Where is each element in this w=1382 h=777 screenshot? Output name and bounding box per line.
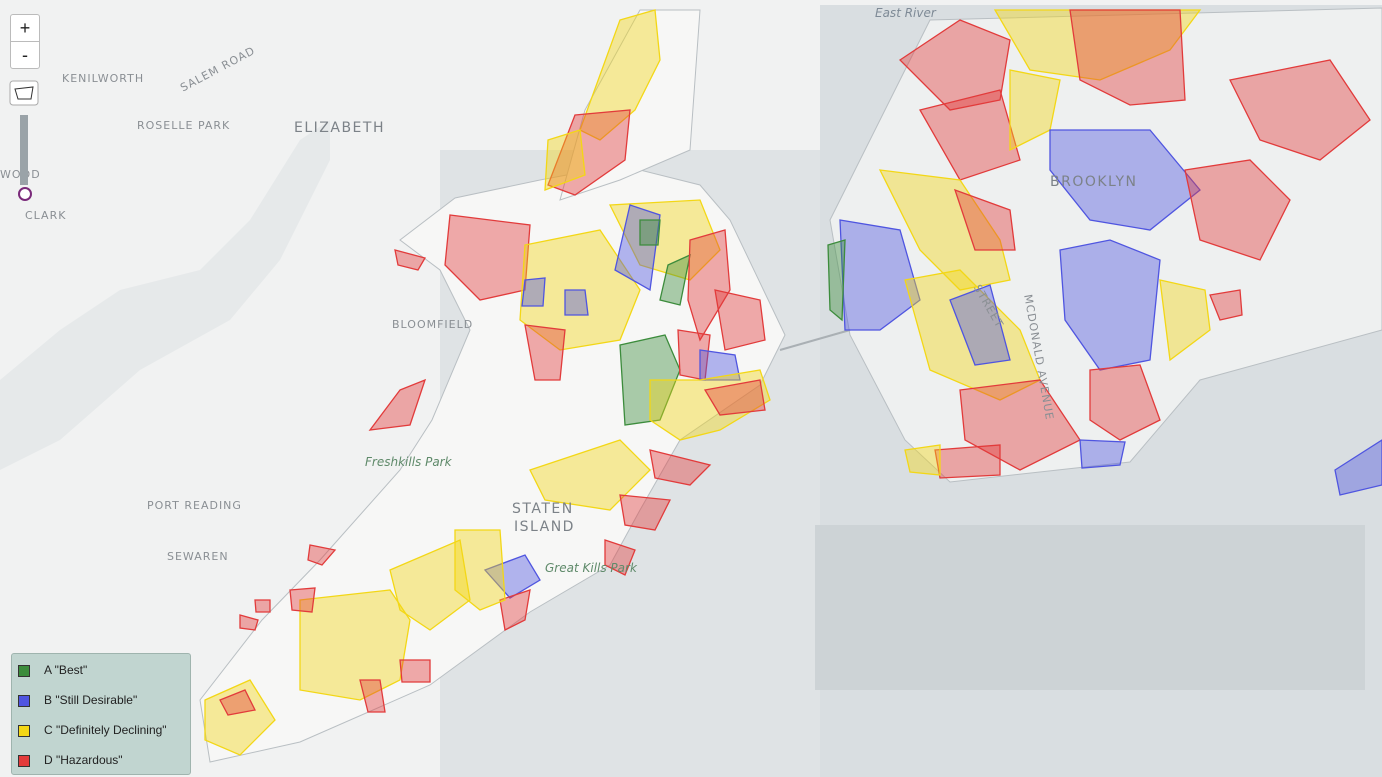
place-label: ROSELLE PARK bbox=[137, 119, 230, 132]
holc-zone[interactable] bbox=[389, 539, 471, 631]
holc-zone[interactable] bbox=[454, 529, 506, 611]
place-label: ISLAND bbox=[514, 519, 575, 535]
place-label: WOOD bbox=[0, 168, 41, 181]
legend-item: C "Definitely Declining" bbox=[18, 722, 167, 738]
holc-zone[interactable] bbox=[649, 369, 771, 441]
holc-zone[interactable] bbox=[254, 599, 271, 613]
holc-zone[interactable] bbox=[1184, 159, 1291, 261]
legend-swatch bbox=[18, 724, 30, 737]
water-label: East River bbox=[875, 6, 937, 20]
park-label: Freshkills Park bbox=[365, 455, 453, 469]
holc-zone[interactable] bbox=[239, 614, 259, 631]
holc-zone[interactable] bbox=[604, 539, 636, 576]
holc-zone[interactable] bbox=[1089, 364, 1161, 441]
holc-zone[interactable] bbox=[564, 289, 589, 316]
brooklyn bbox=[829, 7, 1382, 483]
holc-zone[interactable] bbox=[1079, 439, 1126, 469]
legend-swatch bbox=[18, 694, 30, 707]
place-label: SEWAREN bbox=[167, 550, 229, 563]
legend-item: D "Hazardous" bbox=[18, 752, 123, 768]
holc-zone[interactable] bbox=[289, 587, 316, 613]
holc-zone[interactable] bbox=[953, 188, 1016, 251]
holc-zone[interactable] bbox=[949, 284, 1011, 366]
legend-label: C "Definitely Declining" bbox=[44, 723, 167, 737]
holc-zone[interactable] bbox=[934, 444, 1001, 479]
water bbox=[0, 120, 330, 470]
holc-zone[interactable] bbox=[394, 249, 426, 271]
holc-zone[interactable] bbox=[919, 89, 1021, 181]
legend-label: A "Best" bbox=[44, 663, 88, 677]
slider-track bbox=[20, 115, 28, 185]
legend-swatch bbox=[18, 754, 30, 767]
legend: A "Best" B "Still Desirable" C "Definite… bbox=[11, 653, 191, 775]
legend-swatch bbox=[18, 664, 30, 677]
holc-zone[interactable] bbox=[529, 439, 651, 511]
holc-zone[interactable] bbox=[659, 253, 691, 306]
zoom-out[interactable]: - bbox=[10, 41, 40, 69]
scanned-table bbox=[815, 525, 1365, 690]
holc-zone[interactable] bbox=[1159, 279, 1211, 362]
holc-zone[interactable] bbox=[687, 229, 731, 342]
holc-zone[interactable] bbox=[444, 214, 531, 301]
legend-label: D "Hazardous" bbox=[44, 753, 123, 767]
holc-zone[interactable] bbox=[904, 444, 941, 476]
holc-zone[interactable] bbox=[878, 169, 1011, 291]
holc-zone[interactable] bbox=[619, 494, 672, 531]
bayonne bbox=[559, 9, 701, 201]
holc-zone[interactable] bbox=[399, 659, 431, 683]
holc-zone[interactable] bbox=[699, 349, 741, 381]
holc-zone[interactable] bbox=[483, 554, 541, 599]
holc-zone[interactable] bbox=[1334, 439, 1382, 496]
holc-zone[interactable] bbox=[639, 219, 661, 246]
holc-zone[interactable] bbox=[827, 239, 846, 322]
holc-zone[interactable] bbox=[1209, 289, 1243, 321]
holc-zone[interactable] bbox=[1049, 129, 1201, 231]
legend-label: B "Still Desirable" bbox=[44, 693, 138, 707]
holc-zone[interactable] bbox=[1229, 59, 1371, 161]
holc-zone[interactable] bbox=[614, 204, 661, 292]
place-label: PORT READING bbox=[147, 499, 242, 512]
holc-zone[interactable] bbox=[299, 589, 411, 701]
legend-item: B "Still Desirable" bbox=[18, 692, 137, 708]
holc-zone[interactable] bbox=[544, 129, 586, 191]
holc-zone[interactable] bbox=[499, 589, 531, 631]
holc-zone[interactable] bbox=[714, 289, 766, 351]
holc-zone[interactable] bbox=[521, 277, 546, 307]
slider-handle[interactable] bbox=[18, 187, 32, 201]
holc-zone[interactable] bbox=[1069, 9, 1186, 106]
place-label: CLARK bbox=[25, 209, 66, 222]
place-label: BROOKLYN bbox=[1050, 174, 1138, 190]
us-icon bbox=[14, 86, 34, 100]
place-label: KENILWORTH bbox=[62, 72, 144, 85]
holc-zone[interactable] bbox=[898, 19, 1011, 111]
holc-zone[interactable] bbox=[703, 379, 766, 416]
holc-zone[interactable] bbox=[1059, 239, 1161, 371]
holc-zone[interactable] bbox=[359, 679, 386, 713]
zoom-in[interactable]: + bbox=[10, 14, 40, 42]
holc-zone[interactable] bbox=[368, 378, 427, 431]
legend-item: A "Best" bbox=[18, 662, 87, 678]
place-label: BLOOMFIELD bbox=[392, 318, 473, 331]
staten-island bbox=[199, 164, 786, 763]
place-label: STATEN bbox=[512, 501, 574, 517]
holc-zone[interactable] bbox=[524, 324, 566, 381]
holc-zone[interactable] bbox=[219, 689, 256, 716]
holc-zones bbox=[204, 9, 1382, 756]
extent-button[interactable] bbox=[9, 80, 39, 106]
holc-zone[interactable] bbox=[608, 199, 721, 281]
holc-zone[interactable] bbox=[649, 449, 712, 486]
park-label: Great Kills Park bbox=[545, 561, 638, 575]
holc-zone[interactable] bbox=[307, 544, 337, 566]
holc-zone[interactable] bbox=[547, 109, 631, 196]
place-label: ELIZABETH bbox=[294, 120, 385, 136]
bridge bbox=[779, 329, 851, 351]
holc-zone[interactable] bbox=[959, 379, 1081, 471]
holc-zone[interactable] bbox=[839, 219, 921, 331]
